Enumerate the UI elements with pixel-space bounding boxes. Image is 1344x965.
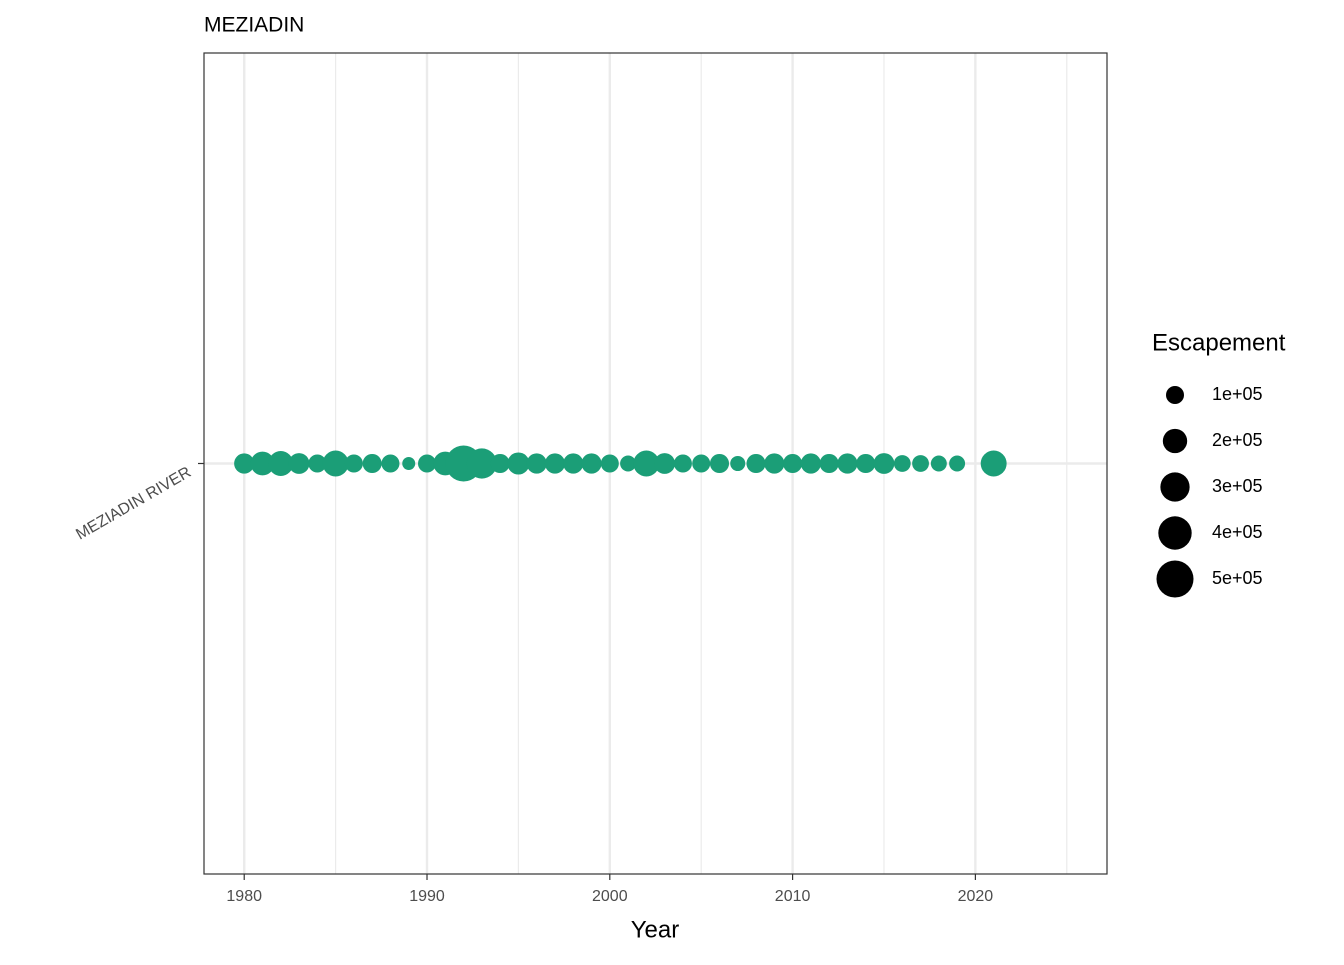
point bbox=[783, 453, 803, 474]
point bbox=[800, 453, 821, 474]
plot-border bbox=[203, 52, 1108, 875]
x-tick-label: 2010 bbox=[775, 888, 811, 905]
point bbox=[856, 453, 876, 474]
point bbox=[250, 451, 275, 476]
legend-key bbox=[1165, 385, 1185, 405]
point bbox=[819, 453, 839, 474]
legend-key bbox=[1160, 472, 1190, 502]
point bbox=[912, 455, 929, 472]
legend-key bbox=[1156, 560, 1194, 598]
point bbox=[381, 454, 400, 473]
x-tick-label: 1980 bbox=[226, 888, 262, 905]
point bbox=[633, 450, 660, 477]
chart-title: MEZIADIN bbox=[204, 14, 304, 37]
point bbox=[288, 453, 310, 474]
point bbox=[930, 455, 947, 472]
point bbox=[600, 454, 619, 473]
point bbox=[563, 453, 584, 474]
point bbox=[949, 455, 966, 472]
legend-label: 1e+05 bbox=[1212, 384, 1263, 404]
point bbox=[322, 450, 349, 477]
x-tick-label: 1990 bbox=[409, 888, 445, 905]
point bbox=[418, 454, 437, 473]
point bbox=[507, 452, 530, 475]
legend-label: 2e+05 bbox=[1212, 430, 1263, 450]
legend-key bbox=[1158, 516, 1192, 550]
point bbox=[466, 448, 497, 479]
legend-title: Escapement bbox=[1152, 329, 1286, 356]
x-tick-label: 2020 bbox=[958, 888, 994, 905]
legend-label: 4e+05 bbox=[1212, 522, 1263, 542]
x-tick-label: 2000 bbox=[592, 888, 628, 905]
point bbox=[620, 455, 637, 472]
point bbox=[526, 453, 547, 474]
x-axis-title: Year bbox=[631, 916, 680, 943]
point bbox=[837, 453, 858, 474]
legend-key bbox=[1162, 428, 1188, 454]
point bbox=[308, 454, 327, 473]
point bbox=[402, 457, 416, 470]
point bbox=[362, 453, 382, 474]
point bbox=[746, 453, 766, 474]
point bbox=[234, 453, 255, 474]
point bbox=[544, 453, 566, 474]
point bbox=[268, 451, 294, 476]
point bbox=[873, 453, 895, 474]
legend-label: 3e+05 bbox=[1212, 476, 1263, 496]
point bbox=[344, 454, 363, 473]
legend-label: 5e+05 bbox=[1212, 568, 1263, 588]
point bbox=[654, 453, 676, 474]
point bbox=[673, 454, 692, 473]
point bbox=[980, 450, 1007, 477]
point bbox=[581, 453, 602, 474]
point bbox=[490, 453, 510, 474]
point bbox=[692, 454, 711, 473]
point bbox=[730, 455, 746, 472]
point bbox=[764, 453, 785, 474]
point bbox=[709, 453, 730, 474]
point bbox=[893, 455, 911, 472]
